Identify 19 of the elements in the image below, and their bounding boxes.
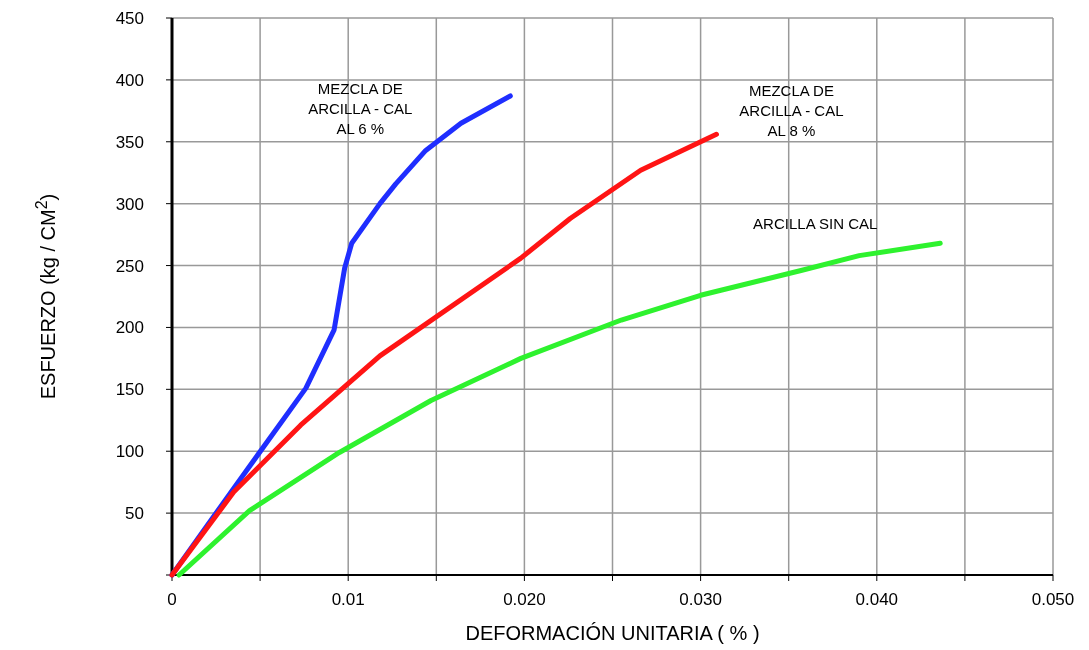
x-tick-label: 0.030 xyxy=(679,590,722,609)
y-tick-label: 300 xyxy=(115,194,144,214)
y-tick-label: 450 xyxy=(115,9,144,28)
y-tick-label: 250 xyxy=(115,256,144,276)
x-tick-label: 0.01 xyxy=(331,590,365,609)
y-tick-label: 400 xyxy=(115,70,144,90)
series-label: ARCILLA SIN CAL xyxy=(753,215,878,233)
y-tick-label: 350 xyxy=(115,132,144,152)
x-tick-label: 0.020 xyxy=(503,590,546,609)
x-tick-label: 0.050 xyxy=(1031,590,1075,609)
x-axis-title: DEFORMACIÓN UNITARIA ( % ) xyxy=(465,622,760,644)
x-tick-label: 0.040 xyxy=(855,590,899,609)
y-tick-label: 150 xyxy=(115,380,144,400)
series-label: MEZCLA DE ARCILLA - CAL AL 8 % xyxy=(739,82,844,140)
x-tick-label: 0 xyxy=(167,590,177,609)
y-tick-label: 100 xyxy=(115,442,144,462)
y-tick-label: 200 xyxy=(115,318,144,338)
y-tick-label: 50 xyxy=(125,504,144,524)
series-label: MEZCLA DE ARCILLA - CAL AL 6 % xyxy=(308,79,413,137)
